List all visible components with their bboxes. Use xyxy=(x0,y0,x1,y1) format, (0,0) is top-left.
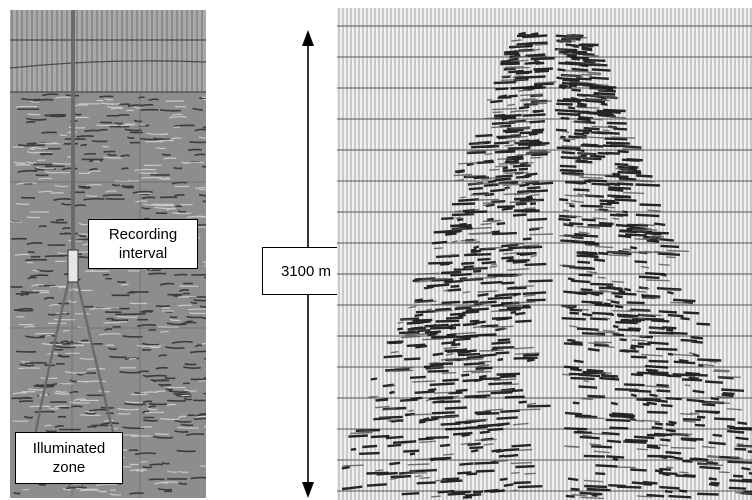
vsp-gather-panel xyxy=(337,8,752,500)
depth-arrow-head-bottom xyxy=(302,482,314,498)
illuminated-label-line1: Illuminated xyxy=(32,440,106,457)
recording-label-line1: Recording xyxy=(108,226,178,243)
recording-label-line2: interval xyxy=(118,245,168,262)
depth-arrow-head-top xyxy=(302,30,314,46)
depth-label-text: 3100 m xyxy=(280,262,332,280)
vsp-gather-image xyxy=(337,8,752,500)
illuminated-label-line2: zone xyxy=(52,459,86,476)
depth-label: 3100 m xyxy=(262,247,350,295)
recording-interval-label: Recording interval xyxy=(88,219,198,269)
illuminated-zone-label: Illuminated zone xyxy=(15,432,123,484)
seismic-section-image xyxy=(10,10,206,498)
